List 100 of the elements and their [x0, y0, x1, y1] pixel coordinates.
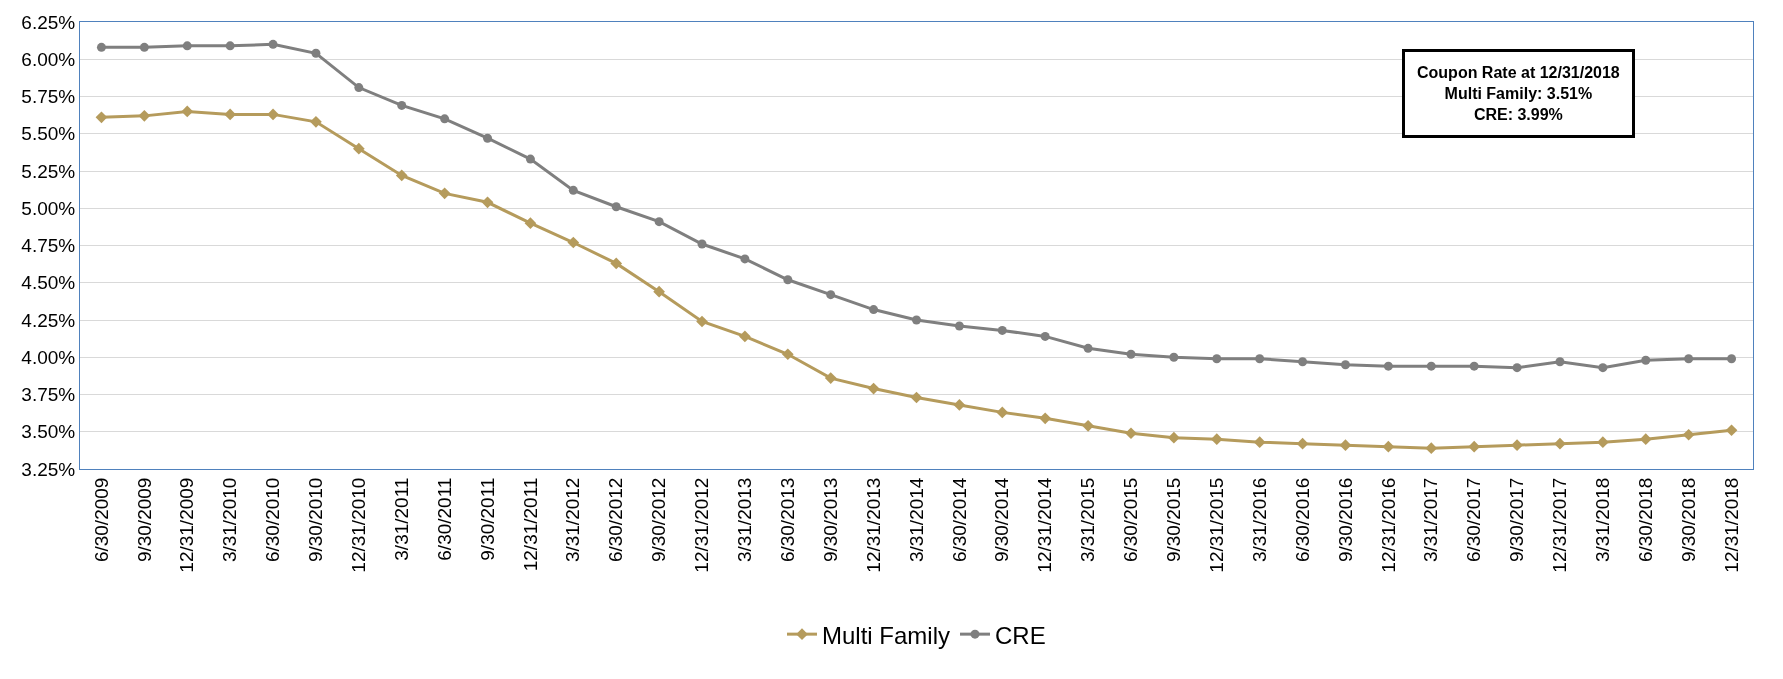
x-tick-label: 12/31/2010 — [348, 477, 369, 573]
x-tick-label: 9/30/2011 — [476, 477, 498, 561]
point — [181, 105, 194, 118]
x-tick-label: 9/30/2012 — [648, 477, 670, 563]
y-tick-label: 6.25% — [21, 11, 76, 33]
point — [525, 154, 535, 164]
point — [697, 239, 707, 249]
point — [1597, 436, 1609, 449]
point — [783, 275, 793, 285]
y-tick-label: 4.00% — [21, 346, 76, 368]
point — [395, 169, 408, 182]
point — [1255, 354, 1265, 364]
x-tick-label: 6/30/2009 — [90, 477, 112, 563]
y-tick-label: 5.50% — [21, 123, 76, 145]
x-tick-label: 6/30/2010 — [262, 477, 284, 563]
x-tick-label: 3/31/2018 — [1592, 477, 1614, 563]
x-tick-label: 6/30/2017 — [1463, 477, 1485, 563]
point — [438, 187, 451, 200]
x-tick-label: 6/30/2015 — [1120, 477, 1142, 563]
y-tick-label: 5.25% — [21, 160, 76, 182]
point — [268, 39, 278, 49]
point — [267, 108, 279, 121]
point — [352, 142, 365, 155]
legend-label: CRE — [995, 621, 1046, 649]
x-tick-label: 3/31/2011 — [390, 477, 412, 561]
point — [96, 42, 106, 52]
point — [1684, 354, 1694, 364]
point — [397, 100, 407, 110]
point — [1168, 431, 1180, 444]
point — [826, 290, 836, 300]
point — [1169, 352, 1179, 362]
x-tick-label: 12/31/2018 — [1720, 477, 1742, 573]
x-tick-label: 3/31/2010 — [219, 477, 241, 563]
x-tick-label: 9/30/2013 — [819, 477, 841, 563]
point — [1082, 419, 1094, 432]
x-tick-label: 3/31/2014 — [905, 477, 927, 563]
point — [610, 257, 623, 270]
point — [910, 391, 923, 404]
x-tick-label: 6/30/2013 — [776, 477, 798, 563]
x-tick-label: 12/31/2011 — [519, 477, 541, 572]
point — [696, 315, 708, 328]
point — [1039, 412, 1052, 425]
point — [311, 48, 321, 58]
x-tick-label: 3/31/2013 — [734, 477, 756, 563]
point — [483, 133, 493, 143]
x-tick-label: 9/30/2017 — [1506, 477, 1528, 563]
y-tick-label: 5.00% — [21, 197, 76, 219]
x-tick-label: 6/30/2012 — [605, 477, 627, 563]
x-tick-label: 3/31/2015 — [1077, 477, 1099, 563]
point — [740, 254, 750, 264]
point — [1469, 361, 1479, 371]
point — [869, 305, 879, 315]
x-tick-label: 9/30/2009 — [133, 477, 155, 563]
y-tick-label: 3.25% — [21, 458, 76, 480]
point — [653, 285, 665, 298]
point — [225, 41, 235, 51]
point — [95, 111, 108, 124]
point — [1682, 428, 1695, 441]
point — [1383, 361, 1393, 371]
point — [1426, 361, 1436, 371]
point — [1598, 363, 1608, 373]
y-tick-label: 4.50% — [21, 272, 76, 294]
point — [1040, 331, 1050, 341]
point — [1639, 433, 1652, 446]
point — [1555, 357, 1565, 367]
point — [1212, 354, 1222, 364]
y-tick-label: 4.75% — [21, 235, 76, 257]
x-tick-label: 12/31/2013 — [862, 477, 884, 573]
point — [996, 406, 1009, 419]
y-tick-label: 5.75% — [21, 86, 76, 108]
point — [310, 115, 322, 128]
x-tick-label: 9/30/2010 — [305, 477, 327, 563]
point — [867, 382, 880, 395]
x-tick-label: 12/31/2016 — [1377, 477, 1399, 573]
x-tick-label: 9/30/2015 — [1163, 477, 1185, 563]
x-tick-label: 9/30/2018 — [1677, 477, 1699, 563]
point — [654, 217, 664, 227]
point — [1511, 439, 1523, 452]
point — [824, 372, 837, 384]
point — [139, 42, 149, 52]
x-tick-label: 12/31/2014 — [1034, 477, 1056, 573]
point — [138, 110, 151, 122]
annotation: Coupon Rate at 12/31/2018 Multi Family: 3.51% CRE: 3.99% — [1417, 64, 1620, 123]
point — [1727, 354, 1737, 364]
point — [354, 83, 364, 93]
x-tick-label: 9/30/2016 — [1334, 477, 1356, 563]
x-tick-label: 3/31/2012 — [562, 477, 584, 563]
legend-label: Multi Family — [822, 621, 951, 649]
point — [568, 185, 578, 195]
point — [1253, 436, 1266, 449]
x-tick-label: 6/30/2018 — [1634, 477, 1656, 563]
x-tick-label: 6/30/2014 — [948, 477, 970, 563]
point — [781, 348, 794, 361]
x-tick-label: 12/31/2017 — [1549, 477, 1571, 573]
y-tick-label: 3.75% — [21, 384, 76, 406]
x-tick-label: 6/30/2011 — [433, 477, 455, 561]
point — [912, 315, 921, 325]
point — [954, 321, 964, 331]
point — [481, 196, 494, 209]
point — [739, 330, 751, 343]
